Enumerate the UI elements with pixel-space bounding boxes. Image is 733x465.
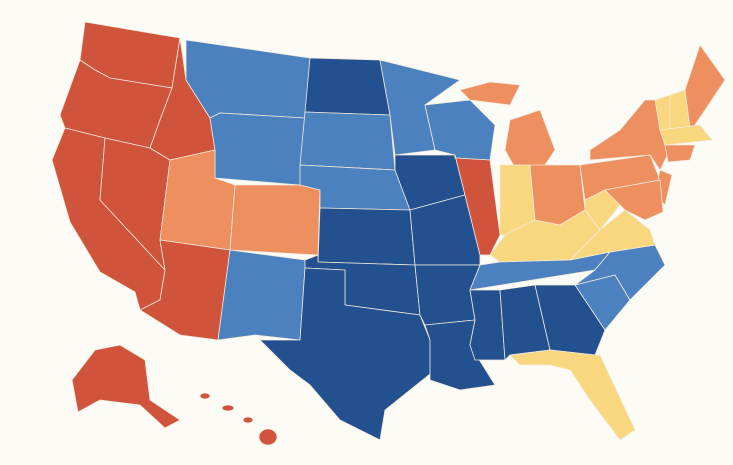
state — [317, 207, 416, 266]
state — [304, 57, 391, 116]
state — [242, 416, 254, 424]
state — [209, 112, 306, 186]
state — [604, 179, 664, 221]
state — [259, 267, 436, 441]
state — [199, 392, 211, 400]
state — [684, 44, 726, 129]
state — [469, 289, 506, 361]
state — [409, 194, 481, 266]
state — [229, 184, 321, 256]
state — [664, 144, 696, 163]
state — [459, 81, 521, 106]
state — [414, 264, 481, 326]
state — [258, 428, 278, 446]
state — [71, 344, 181, 429]
state — [221, 404, 235, 412]
state — [454, 154, 501, 256]
state — [509, 349, 636, 441]
state — [299, 111, 396, 171]
state — [217, 249, 306, 341]
state — [659, 124, 713, 146]
states — [51, 21, 726, 446]
state — [534, 284, 606, 356]
